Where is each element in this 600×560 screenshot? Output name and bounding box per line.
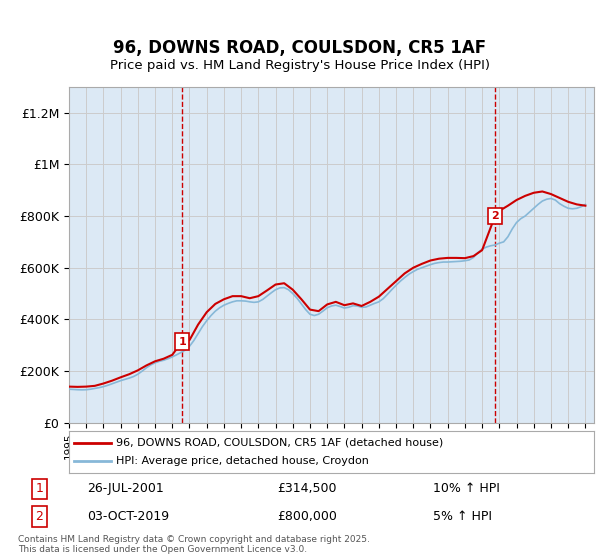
Text: £800,000: £800,000	[277, 510, 337, 523]
Text: HPI: Average price, detached house, Croydon: HPI: Average price, detached house, Croy…	[116, 456, 369, 466]
Text: 5% ↑ HPI: 5% ↑ HPI	[433, 510, 492, 523]
Text: 2: 2	[491, 211, 499, 221]
Text: 96, DOWNS ROAD, COULSDON, CR5 1AF (detached house): 96, DOWNS ROAD, COULSDON, CR5 1AF (detac…	[116, 438, 443, 448]
Text: £314,500: £314,500	[277, 482, 337, 496]
Text: Price paid vs. HM Land Registry's House Price Index (HPI): Price paid vs. HM Land Registry's House …	[110, 59, 490, 72]
Text: 2: 2	[35, 510, 43, 523]
Text: Contains HM Land Registry data © Crown copyright and database right 2025.
This d: Contains HM Land Registry data © Crown c…	[18, 535, 370, 554]
Text: 1: 1	[35, 482, 43, 496]
Text: 03-OCT-2019: 03-OCT-2019	[87, 510, 169, 523]
Text: 10% ↑ HPI: 10% ↑ HPI	[433, 482, 500, 496]
Text: 96, DOWNS ROAD, COULSDON, CR5 1AF: 96, DOWNS ROAD, COULSDON, CR5 1AF	[113, 39, 487, 57]
Text: 26-JUL-2001: 26-JUL-2001	[87, 482, 164, 496]
Text: 1: 1	[178, 337, 186, 347]
